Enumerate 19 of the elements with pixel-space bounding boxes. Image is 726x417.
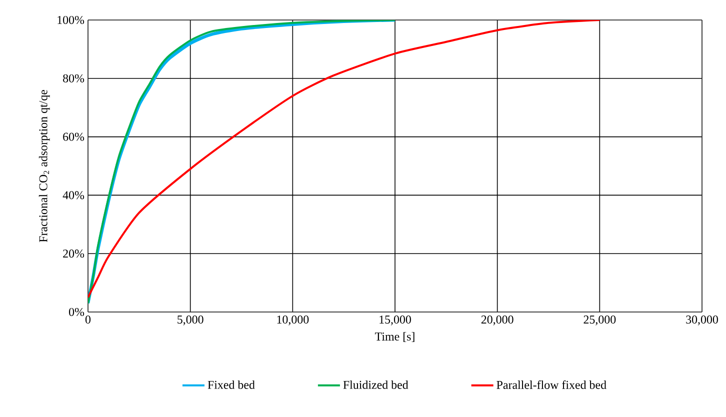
legend-label: Parallel-flow fixed bed — [496, 380, 606, 389]
y-tick-label: 60% — [63, 132, 84, 141]
x-tick-label: 10,000 — [277, 316, 309, 326]
y-tick-label: 40% — [62, 191, 84, 200]
y-tick-label: 0% — [68, 308, 84, 316]
y-axis-title: Fractional CO$_{2}$ adsorption qt/qe — [38, 90, 50, 242]
y-tick-label: 80% — [63, 74, 84, 82]
legend-label: Fixed bed — [208, 380, 255, 389]
x-tick-label: 30,000 — [686, 316, 718, 326]
x-axis-title: Time [s] — [375, 332, 414, 342]
x-tick-label: 15,000 — [380, 316, 411, 326]
x-tick-label: 25,000 — [584, 316, 616, 326]
line-series — [88, 20, 601, 298]
y-tick-label: 100% — [58, 16, 84, 24]
legend-label: Fluidized bed — [343, 380, 408, 389]
x-tick-label: 5,000 — [178, 316, 204, 326]
y-tick-label: 20% — [63, 250, 84, 258]
x-tick-label: 20,000 — [481, 316, 514, 326]
x-tick-label: 0 — [85, 316, 91, 324]
